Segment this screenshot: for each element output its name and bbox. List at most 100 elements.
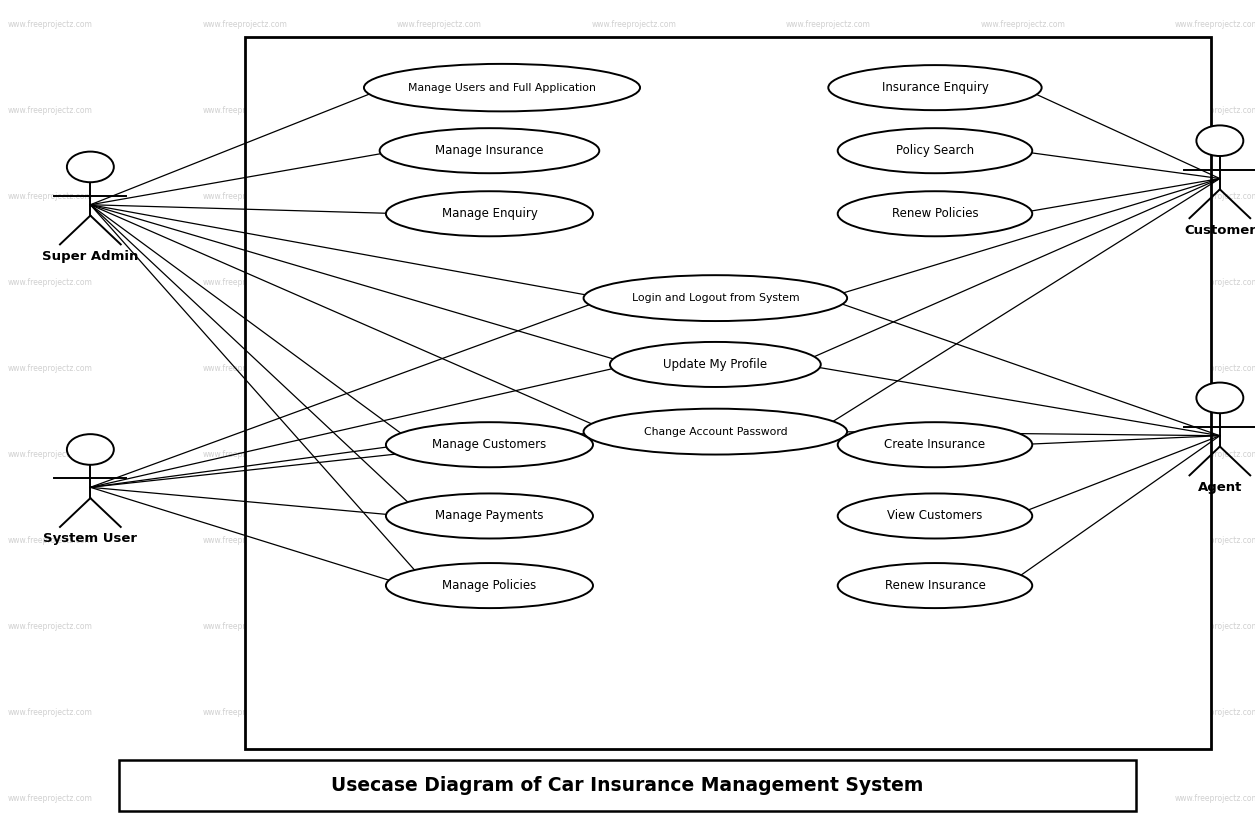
Text: www.freeprojectz.com: www.freeprojectz.com <box>786 192 871 201</box>
Text: www.freeprojectz.com: www.freeprojectz.com <box>202 106 287 115</box>
Ellipse shape <box>838 423 1032 467</box>
Text: www.freeprojectz.com: www.freeprojectz.com <box>786 20 871 29</box>
Text: www.freeprojectz.com: www.freeprojectz.com <box>786 106 871 115</box>
Text: www.freeprojectz.com: www.freeprojectz.com <box>8 450 93 459</box>
Text: www.freeprojectz.com: www.freeprojectz.com <box>786 278 871 287</box>
Text: www.freeprojectz.com: www.freeprojectz.com <box>1175 536 1255 545</box>
Text: www.freeprojectz.com: www.freeprojectz.com <box>591 20 676 29</box>
Circle shape <box>1196 382 1244 413</box>
Text: www.freeprojectz.com: www.freeprojectz.com <box>8 20 93 29</box>
Text: www.freeprojectz.com: www.freeprojectz.com <box>1175 106 1255 115</box>
Text: www.freeprojectz.com: www.freeprojectz.com <box>1175 622 1255 631</box>
Text: www.freeprojectz.com: www.freeprojectz.com <box>397 278 482 287</box>
Text: Update My Profile: Update My Profile <box>664 358 767 371</box>
Text: www.freeprojectz.com: www.freeprojectz.com <box>980 278 1065 287</box>
Text: www.freeprojectz.com: www.freeprojectz.com <box>786 450 871 459</box>
Text: www.freeprojectz.com: www.freeprojectz.com <box>980 622 1065 631</box>
Text: www.freeprojectz.com: www.freeprojectz.com <box>397 450 482 459</box>
Text: www.freeprojectz.com: www.freeprojectz.com <box>397 20 482 29</box>
Text: www.freeprojectz.com: www.freeprojectz.com <box>591 106 676 115</box>
Ellipse shape <box>838 191 1032 237</box>
Text: Login and Logout from System: Login and Logout from System <box>631 293 799 303</box>
Ellipse shape <box>838 493 1032 539</box>
Text: www.freeprojectz.com: www.freeprojectz.com <box>202 364 287 373</box>
Ellipse shape <box>387 423 592 467</box>
Text: www.freeprojectz.com: www.freeprojectz.com <box>8 192 93 201</box>
Text: www.freeprojectz.com: www.freeprojectz.com <box>591 450 676 459</box>
Text: www.freeprojectz.com: www.freeprojectz.com <box>980 708 1065 717</box>
Text: www.freeprojectz.com: www.freeprojectz.com <box>980 450 1065 459</box>
Text: Manage Enquiry: Manage Enquiry <box>442 207 537 220</box>
Ellipse shape <box>387 493 592 539</box>
Text: www.freeprojectz.com: www.freeprojectz.com <box>1175 364 1255 373</box>
Text: www.freeprojectz.com: www.freeprojectz.com <box>1175 794 1255 803</box>
Text: Super Admin: Super Admin <box>43 250 138 263</box>
Ellipse shape <box>838 563 1032 608</box>
Text: www.freeprojectz.com: www.freeprojectz.com <box>8 708 93 717</box>
Text: Manage Insurance: Manage Insurance <box>435 144 543 157</box>
Text: www.freeprojectz.com: www.freeprojectz.com <box>786 622 871 631</box>
Text: www.freeprojectz.com: www.freeprojectz.com <box>1175 708 1255 717</box>
Circle shape <box>67 152 114 182</box>
Text: www.freeprojectz.com: www.freeprojectz.com <box>1175 278 1255 287</box>
Text: www.freeprojectz.com: www.freeprojectz.com <box>980 536 1065 545</box>
Text: www.freeprojectz.com: www.freeprojectz.com <box>397 536 482 545</box>
Ellipse shape <box>584 409 847 455</box>
Text: www.freeprojectz.com: www.freeprojectz.com <box>8 364 93 373</box>
Text: www.freeprojectz.com: www.freeprojectz.com <box>397 364 482 373</box>
Text: www.freeprojectz.com: www.freeprojectz.com <box>397 192 482 201</box>
Text: Renew Policies: Renew Policies <box>891 207 979 220</box>
Text: www.freeprojectz.com: www.freeprojectz.com <box>591 192 676 201</box>
Text: www.freeprojectz.com: www.freeprojectz.com <box>8 536 93 545</box>
Text: www.freeprojectz.com: www.freeprojectz.com <box>8 106 93 115</box>
Text: www.freeprojectz.com: www.freeprojectz.com <box>980 364 1065 373</box>
Text: www.freeprojectz.com: www.freeprojectz.com <box>8 278 93 287</box>
Text: Usecase Diagram of Car Insurance Management System: Usecase Diagram of Car Insurance Managem… <box>331 776 924 795</box>
Ellipse shape <box>379 128 600 174</box>
Ellipse shape <box>838 128 1032 174</box>
Text: www.freeprojectz.com: www.freeprojectz.com <box>202 794 287 803</box>
Text: Manage Payments: Manage Payments <box>435 509 543 523</box>
Text: Change Account Password: Change Account Password <box>644 427 787 437</box>
Text: www.freeprojectz.com: www.freeprojectz.com <box>202 192 287 201</box>
Text: www.freeprojectz.com: www.freeprojectz.com <box>980 106 1065 115</box>
Text: Manage Users and Full Application: Manage Users and Full Application <box>408 83 596 93</box>
Ellipse shape <box>364 64 640 111</box>
Text: Insurance Enquiry: Insurance Enquiry <box>881 81 989 94</box>
Text: www.freeprojectz.com: www.freeprojectz.com <box>397 106 482 115</box>
FancyBboxPatch shape <box>245 37 1211 749</box>
Text: Create Insurance: Create Insurance <box>885 438 985 451</box>
Text: Policy Search: Policy Search <box>896 144 974 157</box>
Text: Manage Policies: Manage Policies <box>442 579 537 592</box>
Ellipse shape <box>584 275 847 321</box>
Text: www.freeprojectz.com: www.freeprojectz.com <box>786 708 871 717</box>
Text: www.freeprojectz.com: www.freeprojectz.com <box>1175 20 1255 29</box>
Text: www.freeprojectz.com: www.freeprojectz.com <box>980 20 1065 29</box>
Text: Customer: Customer <box>1183 224 1255 237</box>
Text: www.freeprojectz.com: www.freeprojectz.com <box>8 622 93 631</box>
Text: Renew Insurance: Renew Insurance <box>885 579 985 592</box>
Text: www.freeprojectz.com: www.freeprojectz.com <box>591 794 676 803</box>
Ellipse shape <box>610 342 821 387</box>
FancyBboxPatch shape <box>119 760 1136 811</box>
Text: www.freeprojectz.com: www.freeprojectz.com <box>591 708 676 717</box>
Text: www.freeprojectz.com: www.freeprojectz.com <box>786 364 871 373</box>
Text: www.freeprojectz.com: www.freeprojectz.com <box>1175 192 1255 201</box>
Text: www.freeprojectz.com: www.freeprojectz.com <box>397 622 482 631</box>
Circle shape <box>1196 125 1244 156</box>
Text: www.freeprojectz.com: www.freeprojectz.com <box>1175 450 1255 459</box>
Text: www.freeprojectz.com: www.freeprojectz.com <box>202 20 287 29</box>
Text: www.freeprojectz.com: www.freeprojectz.com <box>786 536 871 545</box>
Ellipse shape <box>828 66 1042 111</box>
Circle shape <box>67 434 114 464</box>
Ellipse shape <box>387 191 592 237</box>
Ellipse shape <box>387 563 592 608</box>
Text: www.freeprojectz.com: www.freeprojectz.com <box>202 536 287 545</box>
Text: www.freeprojectz.com: www.freeprojectz.com <box>397 794 482 803</box>
Text: www.freeprojectz.com: www.freeprojectz.com <box>591 278 676 287</box>
Text: View Customers: View Customers <box>887 509 983 523</box>
Text: www.freeprojectz.com: www.freeprojectz.com <box>8 794 93 803</box>
Text: www.freeprojectz.com: www.freeprojectz.com <box>591 622 676 631</box>
Text: www.freeprojectz.com: www.freeprojectz.com <box>980 794 1065 803</box>
Text: www.freeprojectz.com: www.freeprojectz.com <box>202 278 287 287</box>
